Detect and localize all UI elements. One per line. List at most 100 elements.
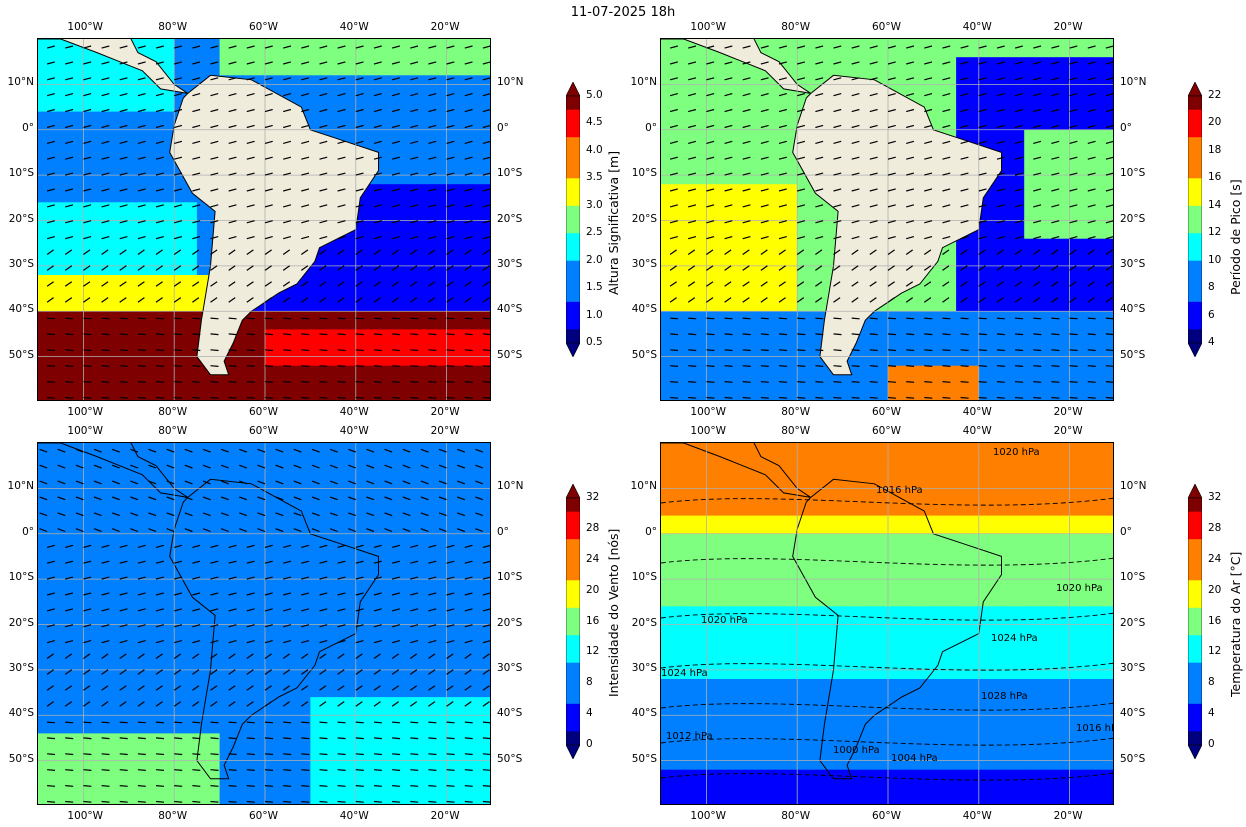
vector-arrow <box>155 685 163 691</box>
field-cell <box>1024 697 1048 716</box>
field-cell <box>265 733 289 753</box>
field-cell <box>751 461 776 480</box>
field-cell <box>683 787 707 804</box>
vector-arrow <box>246 560 255 564</box>
vector-arrow <box>192 769 201 771</box>
vector-arrow <box>391 297 400 303</box>
field-cell <box>265 329 289 349</box>
field-cell <box>446 39 470 58</box>
vector-arrow <box>83 188 92 192</box>
vector-arrow <box>39 512 48 517</box>
field-cell <box>751 147 776 167</box>
vector-arrow <box>101 236 110 240</box>
map-panel-peak-period <box>660 38 1114 401</box>
field-cell <box>310 39 334 58</box>
vector-arrow <box>1087 204 1096 208</box>
longitude-label: 60°W <box>872 425 901 437</box>
field-cell <box>661 461 685 480</box>
vector-arrow <box>210 108 219 113</box>
field-cell <box>310 551 334 571</box>
vector-arrow <box>228 737 237 740</box>
vector-arrow <box>960 77 969 81</box>
colorbar-step <box>566 717 580 732</box>
field-cell <box>265 642 289 662</box>
vector-arrow <box>724 249 732 255</box>
vector-arrow <box>410 624 419 628</box>
vector-arrow <box>392 365 401 367</box>
vector-arrow <box>482 236 490 240</box>
field-cell <box>661 588 685 607</box>
field-cell <box>265 787 289 804</box>
colorbar-tick-label: 3.0 <box>586 198 603 211</box>
field-cell <box>910 461 934 480</box>
vector-arrow <box>391 108 400 113</box>
field-cell <box>378 515 402 535</box>
field-cell <box>1069 147 1093 167</box>
vector-arrow <box>706 124 715 129</box>
field-cell <box>83 329 107 349</box>
field-cell <box>38 220 62 240</box>
vector-arrow <box>869 45 878 49</box>
colorbar-step <box>566 648 580 664</box>
vector-arrow <box>329 512 338 517</box>
field-cell <box>797 461 821 480</box>
latitude-label: 30°S <box>631 257 657 270</box>
vector-arrow <box>906 220 915 224</box>
field-cell <box>683 533 707 553</box>
vector-arrow <box>669 281 677 287</box>
field-cell <box>333 93 357 113</box>
field-cell <box>751 515 776 535</box>
vector-arrow <box>119 77 128 81</box>
vector-arrow <box>778 140 787 144</box>
vector-arrow <box>797 188 806 192</box>
vector-arrow <box>724 220 733 224</box>
vector-arrow <box>869 317 878 320</box>
vector-arrow <box>409 685 418 691</box>
vector-arrow <box>355 737 364 740</box>
field-cell <box>661 497 685 517</box>
field-cell <box>910 57 934 76</box>
vector-arrow <box>337 653 345 659</box>
field-cell <box>378 679 402 698</box>
vector-arrow <box>996 396 1005 399</box>
vector-arrow <box>228 172 237 176</box>
vector-arrow <box>166 512 175 517</box>
vector-arrow <box>778 172 787 176</box>
vector-arrow <box>906 45 915 49</box>
vector-arrow <box>119 669 127 675</box>
vector-arrow <box>83 172 92 176</box>
colorbar-step <box>1188 552 1202 568</box>
field-cell <box>1092 443 1113 462</box>
figure-title: 11-07-2025 18h <box>570 5 676 20</box>
field-cell <box>1024 202 1048 222</box>
vector-arrow <box>355 721 364 724</box>
field-cell <box>1046 497 1071 517</box>
vector-arrow <box>438 512 447 517</box>
field-cell <box>933 697 957 716</box>
field-cell <box>978 787 1003 804</box>
vector-arrow <box>456 496 466 501</box>
field-cell <box>265 679 289 698</box>
colorbar-step <box>566 246 580 262</box>
field-cell <box>401 606 425 626</box>
vector-arrow <box>410 576 419 580</box>
vector-arrow <box>246 77 255 81</box>
latitude-label: 20°S <box>497 212 523 225</box>
vector-arrow <box>833 281 841 287</box>
vector-arrow <box>283 560 292 564</box>
vector-arrow <box>942 333 951 336</box>
vector-arrow <box>724 317 733 320</box>
field-cell <box>196 588 221 607</box>
field-cell <box>978 443 1003 462</box>
vector-arrow <box>337 737 346 740</box>
vector-arrow <box>166 464 175 469</box>
vector-arrow <box>391 220 400 224</box>
vector-arrow <box>833 317 842 320</box>
field-cell <box>661 39 685 58</box>
field-cell <box>661 624 685 644</box>
field-cell <box>933 551 957 571</box>
vector-arrow <box>851 45 860 49</box>
field-cell <box>865 311 889 331</box>
vector-arrow <box>410 721 419 724</box>
vector-arrow <box>428 608 437 612</box>
